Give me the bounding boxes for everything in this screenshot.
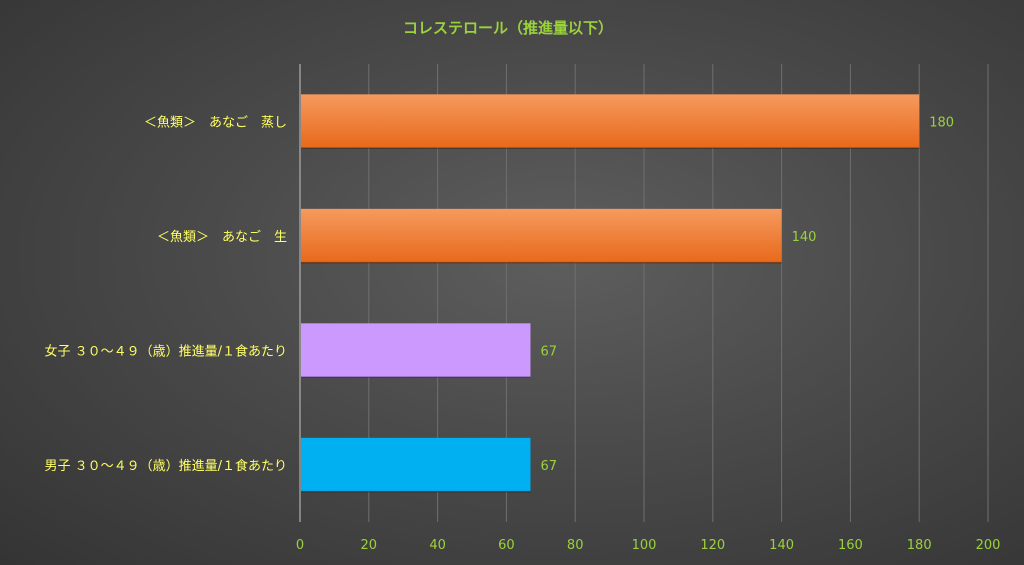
data-label: 180: [929, 115, 954, 130]
category-label: 女子 ３０〜４９（歳）推進量/１食あたり: [44, 343, 287, 359]
bar: [301, 94, 920, 149]
x-tick-label: 100: [632, 538, 657, 553]
bar: [301, 437, 531, 492]
x-tick-label: 160: [838, 538, 863, 553]
bar: [301, 323, 531, 378]
chart-title: コレステロール（推進量以下）: [403, 19, 613, 37]
x-tick-label: 20: [361, 538, 378, 553]
bar: [301, 208, 782, 263]
category-label: ＜魚類＞ あなご 蒸し: [144, 114, 287, 130]
x-tick-label: 60: [498, 538, 515, 553]
x-tick-label: 120: [700, 538, 725, 553]
x-tick-label: 0: [296, 538, 304, 553]
category-label: ＜魚類＞ あなご 生: [157, 229, 287, 245]
category-label: 男子 ３０〜４９（歳）推進量/１食あたり: [44, 458, 287, 474]
data-label: 67: [540, 344, 557, 359]
x-tick-label: 80: [567, 538, 584, 553]
data-label: 67: [540, 459, 557, 474]
x-tick-label: 200: [976, 538, 1001, 553]
x-tick-label: 140: [769, 538, 794, 553]
x-tick-label: 180: [907, 538, 932, 553]
bars: 180 140 67 67: [301, 94, 954, 493]
data-label: 140: [792, 230, 817, 245]
category-labels: ＜魚類＞ あなご 蒸し ＜魚類＞ あなご 生女子 ３０〜４９（歳）推進量/１食あた…: [44, 114, 287, 474]
x-axis-ticks: 0 20 40 60 80 100 120 140 160 180 200: [296, 538, 1001, 553]
x-tick-label: 40: [429, 538, 446, 553]
